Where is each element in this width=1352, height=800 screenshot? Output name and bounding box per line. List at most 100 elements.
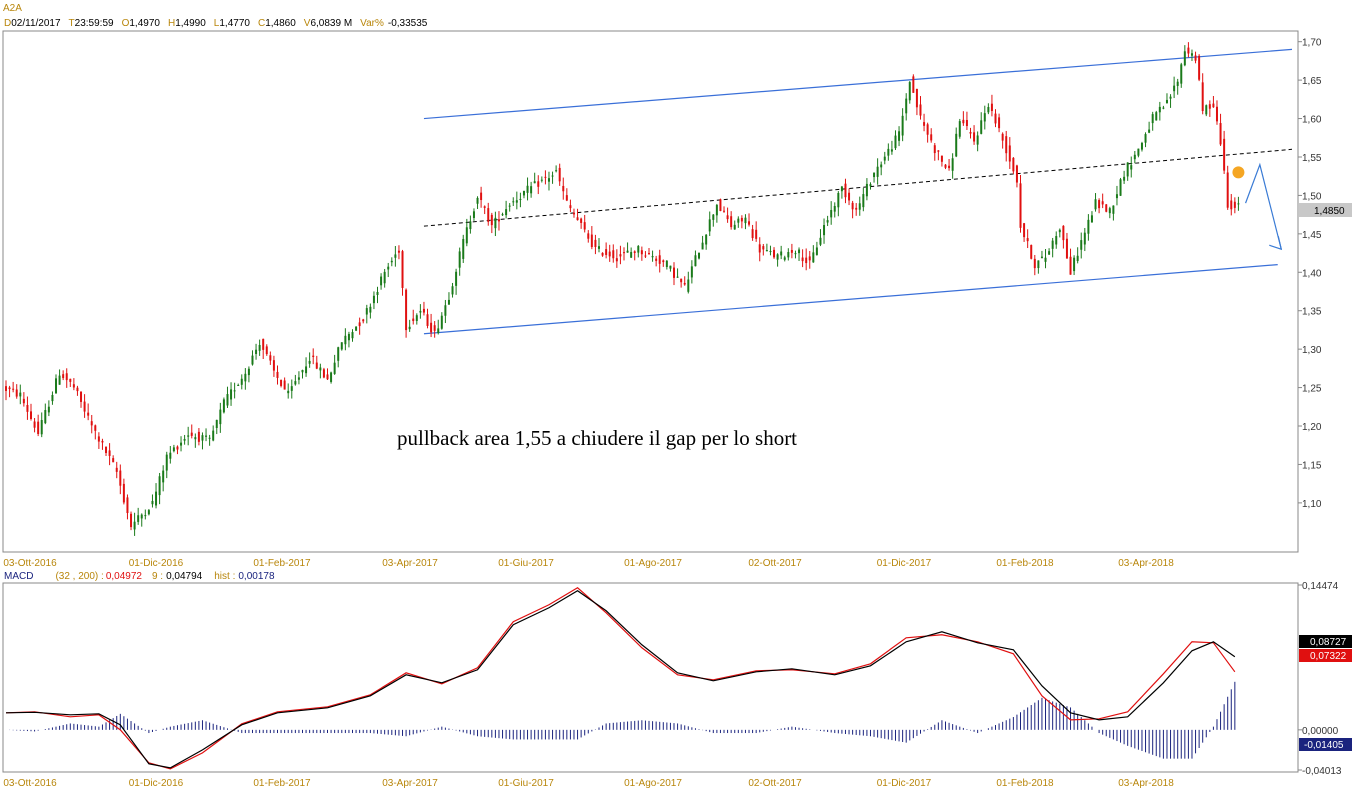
candle-body [526,185,529,193]
candle-body [362,319,365,322]
hist-key: hist : [214,571,235,582]
candle-body [412,318,415,322]
candle-body [105,446,108,454]
candle-body [444,305,447,316]
candle-body [280,379,283,386]
candle-body [5,386,7,391]
candle-body [848,192,851,201]
macd-y-tick-label: 0,00000 [1302,726,1339,737]
candle-body [490,214,493,226]
candle-body [155,491,158,506]
candle-body [551,175,554,177]
candle-body [744,217,747,224]
candle-body [812,252,815,263]
candle-body [1008,145,1011,162]
candle-body [44,410,47,424]
candle-body [422,308,425,313]
signal-tag-label: 0,07322 [1310,651,1347,662]
candle-body [230,389,233,400]
candle-body [240,378,243,385]
candle-body [508,205,511,207]
candle-body [762,246,765,250]
candle-body [558,167,561,182]
candle-body [883,156,886,161]
candle-body [1005,136,1008,154]
candle-body [962,119,965,124]
candle-body [769,251,772,253]
candle-body [465,227,468,244]
candle-body [1015,165,1018,183]
candle-body [172,447,175,452]
candle-body [1151,114,1154,124]
candle-body [358,322,361,327]
candle-body [815,247,818,255]
macd-x-tick-label: 01-Ago-2017 [624,778,682,789]
candle-body [451,286,454,295]
forecast-arrow [1244,162,1282,250]
candle-body [530,186,533,194]
candle-body [805,257,808,264]
candle-body [119,470,122,486]
candle-body [1233,201,1236,208]
candle-body [308,360,311,364]
candle-body [830,210,833,218]
candle-body [1119,179,1122,196]
candle-body [383,271,386,284]
candle-body [715,204,718,216]
candle-body [1158,106,1161,113]
candle-body [276,371,279,378]
annotation-text: pullback area 1,55 a chiudere il gap per… [397,426,797,450]
price-x-tick-label: 01-Feb-2017 [253,558,311,569]
date-value: 02/11/2017 [11,18,61,29]
candle-body [101,440,104,443]
candle-body [533,181,536,184]
price-y-tick-label: 1,50 [1302,191,1322,202]
macd-tag-label: 0,08727 [1310,637,1347,648]
candle-body [930,134,933,141]
candle-body [923,122,926,126]
candle-body [580,218,583,223]
candle-body [1165,99,1168,104]
candle-body [698,252,701,259]
candle-body [19,392,22,397]
candle-body [80,391,83,402]
candle-body [222,399,225,413]
candle-body [880,164,883,168]
candle-body [990,103,993,112]
var-key: Var% [360,18,384,29]
candle-body [1019,183,1022,228]
macd-panel-frame [2,582,1299,773]
macd-tag [1299,635,1352,648]
channel-lines [423,48,1293,335]
candle-body [251,355,254,365]
candle-body [840,186,843,192]
macd-readout: MACD (32 , 200) :0,04972 9 :0,04794 hist :0… [4,571,275,582]
candle-body [108,450,111,456]
candle-body [658,255,661,264]
candle-body [190,432,193,436]
candle-body [1098,200,1101,209]
candle-body [1137,148,1140,156]
time-value: 23:59:59 [75,18,114,29]
candle-body [983,113,986,122]
candle-body [237,384,240,386]
candle-body [1176,81,1179,86]
last-price-tag [1299,203,1352,217]
candle-body [1105,204,1108,212]
candle-body [365,308,368,315]
candle-body [447,299,450,305]
candle-body [437,328,440,334]
candle-body [705,234,708,245]
candle-body [940,155,943,162]
price-x-tick-label: 01-Dic-2016 [129,558,184,569]
candle-body [987,107,990,113]
candle-body [1076,255,1079,262]
candle-body [676,276,679,278]
candle-body [901,115,904,136]
candle-body [83,401,86,412]
candle-body [255,349,258,354]
candle-body [1226,172,1229,208]
candle-body [90,421,93,426]
candle-body [619,254,622,257]
candle-body [1062,225,1065,241]
